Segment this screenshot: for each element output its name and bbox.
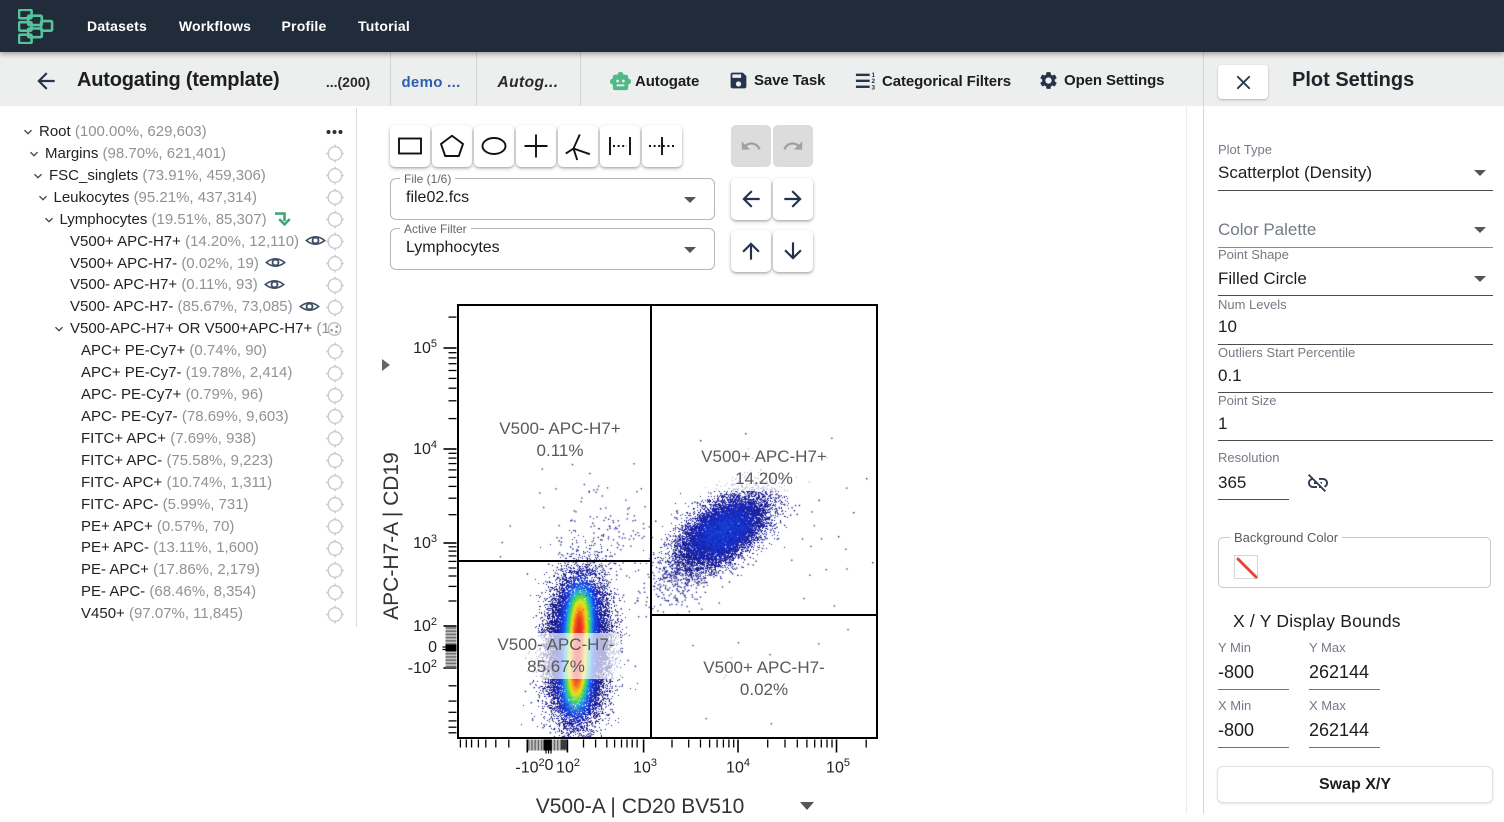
svg-text:3: 3 xyxy=(872,85,876,92)
svg-text:1: 1 xyxy=(872,72,876,79)
svg-text:2: 2 xyxy=(872,78,876,85)
